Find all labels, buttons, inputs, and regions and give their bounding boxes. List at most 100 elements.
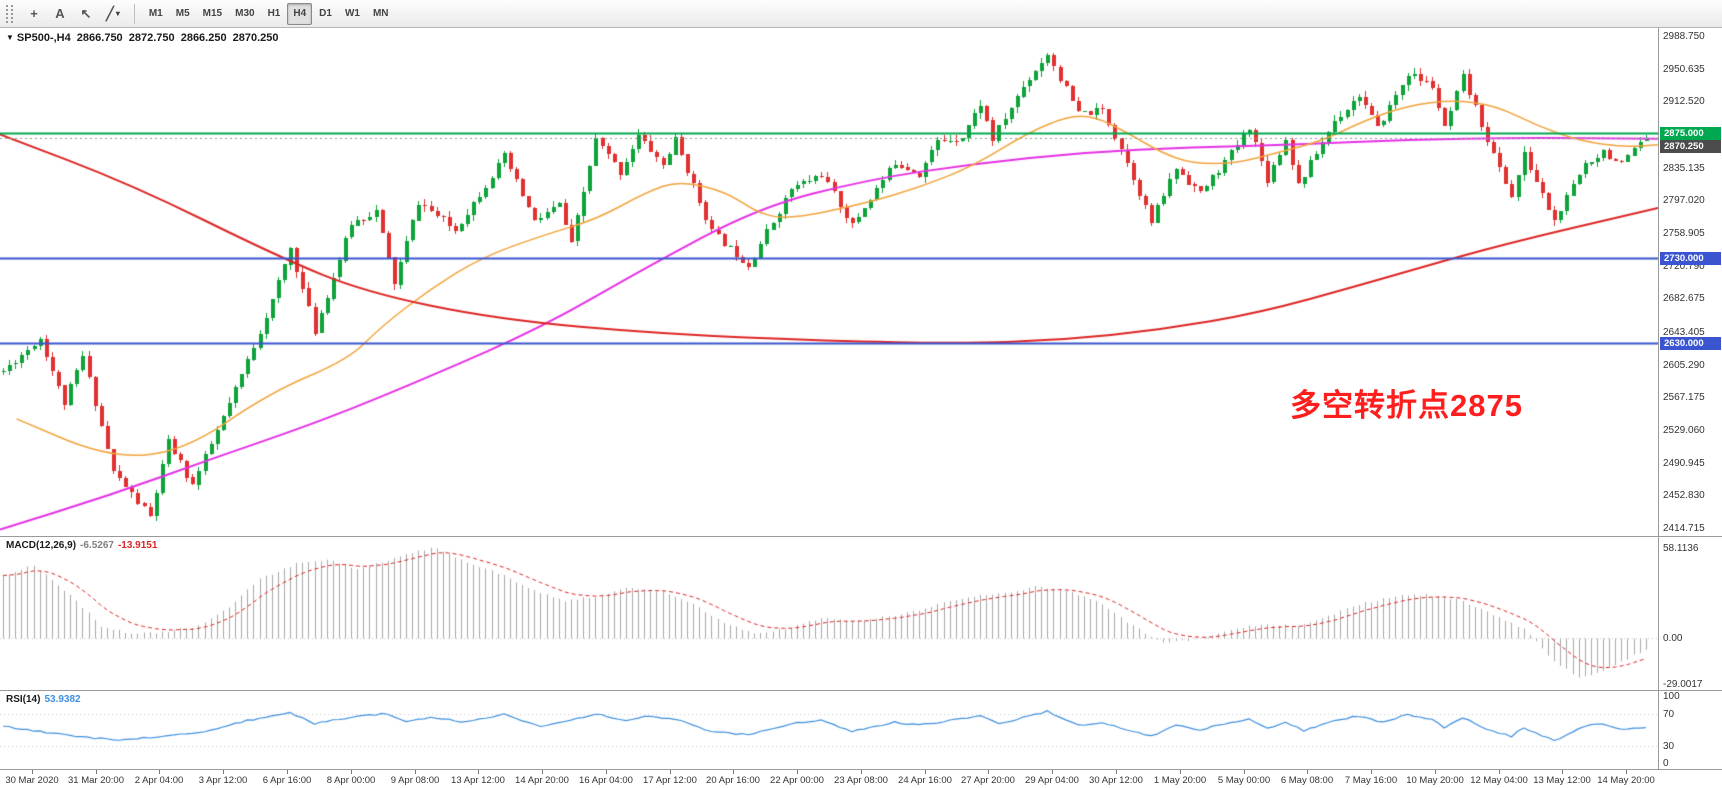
crosshair-tool-icon: +	[30, 6, 38, 21]
time-axis-label: 2 Apr 04:00	[134, 775, 184, 786]
time-axis-label: 14 May 20:00	[1597, 775, 1655, 786]
price-tick-label: 2758.905	[1663, 227, 1705, 239]
time-tick	[1626, 770, 1627, 774]
macd-tick-label: 0.00	[1663, 633, 1683, 645]
timeframe-button-m30[interactable]: M30	[235, 8, 255, 19]
rsi-pane: RSI(14) 53.9382 100 70 30 0	[0, 691, 1722, 770]
macd-value-signal: -13.9151	[117, 540, 158, 551]
price-tick-label: 2529.060	[1663, 424, 1705, 436]
timeframe-button-d1[interactable]: D1	[319, 8, 332, 19]
line-studies-dropdown-icon: ╱	[106, 5, 114, 21]
time-axis-label: 20 Apr 16:00	[706, 775, 760, 786]
macd-label: MACD(12,26,9) -6.5267 -13.9151	[6, 540, 161, 551]
macd-pane: MACD(12,26,9) -6.5267 -13.9151 58.1136 0.00…	[0, 537, 1722, 691]
arrow-tool-icon: ↖	[80, 5, 92, 21]
rsi-indicator-name: RSI(14)	[6, 694, 41, 705]
rsi-tick-label: 70	[1663, 709, 1675, 721]
time-axis-label: 13 Apr 12:00	[451, 775, 505, 786]
timeframe-button-mn[interactable]: MN	[372, 8, 389, 19]
timeframe-button-h4[interactable]: H4	[287, 2, 313, 25]
timeframe-button-m15[interactable]: M15	[202, 8, 223, 19]
time-tick	[542, 770, 543, 774]
rsi-chart-canvas[interactable]	[0, 691, 1658, 769]
timeframe-button-w1[interactable]: W1	[344, 8, 360, 19]
macd-indicator-name: MACD(12,26,9)	[6, 540, 77, 551]
timeframe-button-m1[interactable]: M1	[148, 8, 163, 19]
time-axis-label: 6 May 08:00	[1280, 775, 1334, 786]
time-axis-label: 7 May 16:00	[1344, 775, 1398, 786]
time-axis-label: 17 Apr 12:00	[643, 775, 697, 786]
rsi-tick-label: 100	[1663, 691, 1680, 702]
price-tick-label: 2912.520	[1663, 96, 1705, 108]
time-axis-label: 22 Apr 00:00	[770, 775, 824, 786]
time-axis-label: 6 Apr 16:00	[262, 775, 312, 786]
main-price-pane: ▼ SP500-,H4 2866.750 2872.750 2866.250 28…	[0, 28, 1722, 537]
rsi-axis[interactable]: 100 70 30 0	[1658, 691, 1722, 769]
price-tick-label: 2988.750	[1663, 31, 1705, 42]
rsi-tick-label: 30	[1663, 740, 1675, 752]
price-badge: 2870.250	[1660, 140, 1721, 154]
price-badge: 2875.000	[1660, 127, 1721, 141]
time-tick	[1499, 770, 1500, 774]
crosshair-tool-button[interactable]: +	[22, 3, 46, 25]
price-badge: 2730.000	[1660, 251, 1721, 265]
line-studies-dropdown[interactable]: ╱ ▾	[100, 3, 126, 25]
time-axis-label: 12 May 04:00	[1470, 775, 1528, 786]
timeframe-button-h1[interactable]: H1	[267, 8, 281, 19]
time-tick	[159, 770, 160, 774]
time-tick	[1562, 770, 1563, 774]
time-tick	[797, 770, 798, 774]
time-axis-label: 1 May 20:00	[1153, 775, 1207, 786]
tool-buttons-group: + A ↖ ╱ ▾	[22, 3, 126, 25]
header-symbol-timeframe: SP500-,H4	[16, 32, 71, 44]
time-axis-label: 14 Apr 20:00	[515, 775, 569, 786]
price-tick-label: 2452.830	[1663, 490, 1705, 502]
time-tick	[415, 770, 416, 774]
toolbar-grip[interactable]	[6, 4, 13, 23]
chart-annotation-text[interactable]: 多空转折点2875	[1290, 388, 1523, 423]
chart-header: ▼ SP500-,H4 2866.750 2872.750 2866.250 28…	[6, 32, 282, 44]
time-tick	[32, 770, 33, 774]
toolbar: + A ↖ ╱ ▾ M1 M5 M15 M30 H1 H4 D1 W1 MN	[0, 0, 1722, 28]
macd-value-main: -6.5267	[80, 540, 114, 551]
price-tick-label: 2567.175	[1663, 392, 1705, 404]
header-close: 2870.250	[232, 32, 279, 44]
header-low: 2866.250	[180, 32, 227, 44]
text-tool-button[interactable]: A	[48, 3, 72, 25]
price-tick-label: 2950.635	[1663, 63, 1705, 75]
time-tick	[287, 770, 288, 774]
time-axis-label: 29 Apr 04:00	[1025, 775, 1079, 786]
header-open: 2866.750	[76, 32, 123, 44]
price-tick-label: 2682.675	[1663, 293, 1705, 305]
time-tick	[96, 770, 97, 774]
price-tick-label: 2414.715	[1663, 523, 1705, 534]
time-axis-label: 23 Apr 08:00	[834, 775, 888, 786]
macd-axis[interactable]: 58.1136 0.00 -29.0017	[1658, 537, 1722, 690]
time-tick	[1435, 770, 1436, 774]
collapse-indicator-icon[interactable]: ▼	[6, 33, 14, 42]
time-axis-label: 30 Apr 12:00	[1089, 775, 1143, 786]
dropdown-caret-icon: ▾	[115, 9, 120, 18]
time-axis[interactable]: 30 Mar 2020 31 Mar 20:00 2 Apr 04:00 3 Apr …	[0, 770, 1722, 788]
time-axis-label: 27 Apr 20:00	[961, 775, 1015, 786]
time-axis-label: 16 Apr 04:00	[579, 775, 633, 786]
rsi-label: RSI(14) 53.9382	[6, 694, 85, 705]
time-axis-label: 5 May 00:00	[1217, 775, 1271, 786]
text-tool-icon: A	[55, 6, 65, 21]
time-axis-label: 24 Apr 16:00	[898, 775, 952, 786]
price-tick-label: 2605.290	[1663, 359, 1705, 371]
time-axis-label: 30 Mar 2020	[5, 775, 59, 786]
macd-chart-canvas[interactable]	[0, 537, 1658, 690]
time-tick	[606, 770, 607, 774]
price-tick-label: 2797.020	[1663, 195, 1705, 207]
price-axis[interactable]: 2988.750 2950.635 2912.520 2835.135 2797.020…	[1658, 28, 1722, 536]
time-axis-label: 31 Mar 20:00	[68, 775, 124, 786]
time-tick	[1116, 770, 1117, 774]
timeframe-button-m5[interactable]: M5	[175, 8, 190, 19]
price-badge: 2630.000	[1660, 337, 1721, 351]
time-tick	[1052, 770, 1053, 774]
arrow-tool-button[interactable]: ↖	[74, 3, 98, 25]
main-chart-canvas[interactable]	[0, 28, 1658, 536]
time-axis-label: 9 Apr 08:00	[390, 775, 440, 786]
time-tick	[988, 770, 989, 774]
